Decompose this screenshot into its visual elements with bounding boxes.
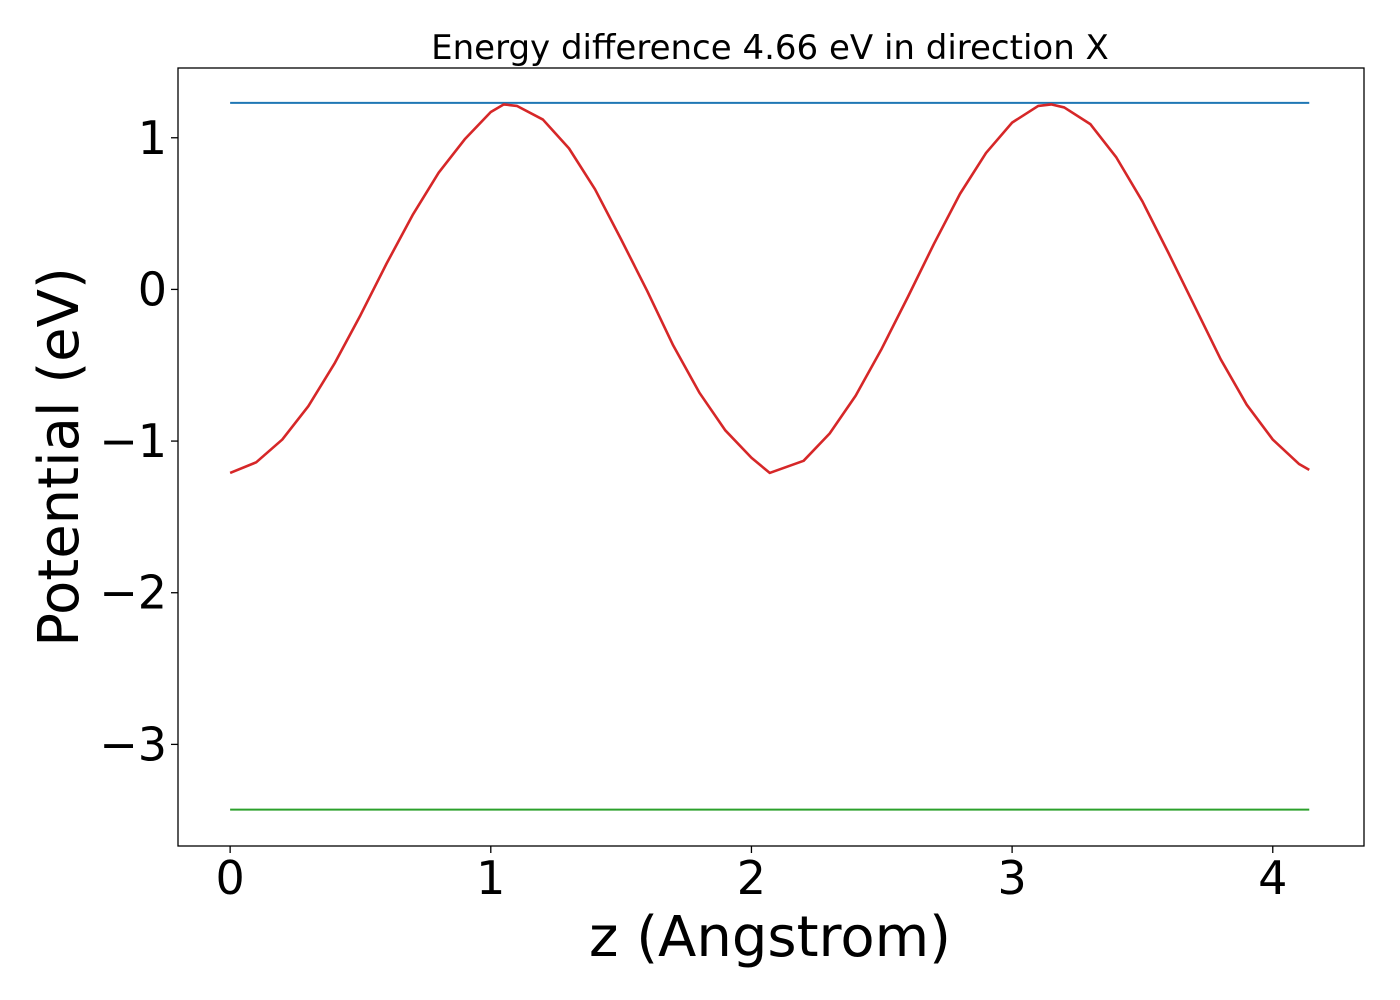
x-tick-label: 3: [997, 851, 1026, 905]
x-axis-ticks: 0 1 2 3 4: [215, 846, 1287, 905]
y-tick-label: 0: [138, 262, 167, 316]
series-layer: [229, 101, 1310, 811]
x-tick-label: 0: [215, 851, 244, 905]
plot-area: [178, 68, 1364, 846]
y-axis-ticks: 1 0 −1 −2 −3: [99, 111, 178, 771]
x-tick-label: 1: [476, 851, 505, 905]
series-line-3: [229, 103, 1310, 475]
x-tick-label: 4: [1258, 851, 1287, 905]
plot-frame: [177, 67, 1365, 847]
y-tick-label: −3: [99, 717, 167, 771]
chart-title: Energy difference 4.66 eV in direction X: [431, 28, 1109, 68]
y-tick-label: −1: [99, 414, 167, 468]
x-tick-label: 2: [737, 851, 766, 905]
x-axis-title: z (Angstrom): [589, 905, 951, 970]
y-tick-label: 1: [138, 111, 167, 165]
y-tick-label: −2: [99, 566, 167, 620]
y-axis-title: Potential (eV): [27, 267, 92, 647]
